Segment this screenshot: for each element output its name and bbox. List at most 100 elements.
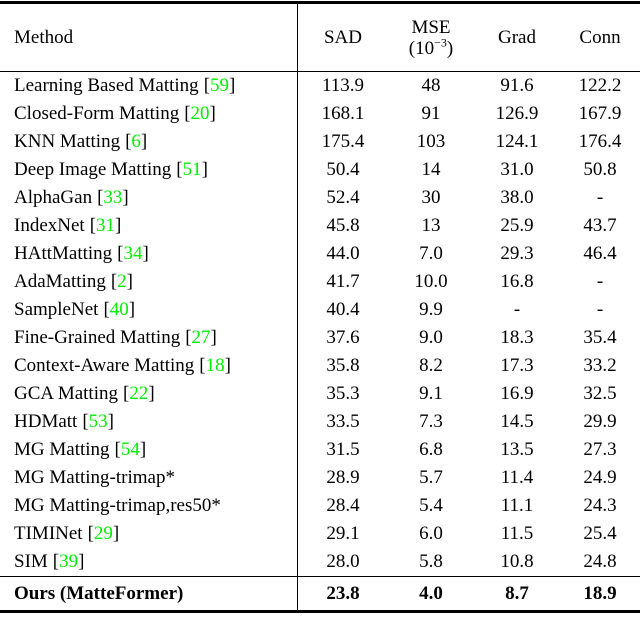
citation-link[interactable]: [53] xyxy=(82,411,114,433)
bracket-open: [ xyxy=(185,327,192,348)
grad-value: 17.3 xyxy=(500,355,534,376)
table-row: Context-Aware Matting [18] 35.8 8.2 17.3… xyxy=(0,352,640,380)
method-cell: MG Matting-trimap* [] xyxy=(0,464,298,492)
ours-conn-value: 18.9 xyxy=(583,582,617,604)
bracket-close: ] xyxy=(115,215,122,236)
sad-value: 113.9 xyxy=(321,75,365,96)
citation-link[interactable]: [22] xyxy=(123,383,155,405)
citation-link[interactable]: [54] xyxy=(115,439,147,461)
method-cell: SampleNet [40] xyxy=(0,296,298,324)
mse-value: 103 xyxy=(416,131,446,152)
mse-unit-pre: (10 xyxy=(408,37,435,59)
col-header-sad-label: SAD xyxy=(323,26,362,48)
col-header-conn-label: Conn xyxy=(579,26,621,48)
method-name: AlphaGan xyxy=(14,187,93,208)
grad-value: 124.1 xyxy=(495,131,539,152)
bracket-open: [ xyxy=(114,439,121,460)
bracket-close: ] xyxy=(209,103,216,124)
mse-value: 48 xyxy=(421,75,441,96)
method-cell: Deep Image Matting [51] xyxy=(0,156,298,184)
grad-value: 91.6 xyxy=(500,75,534,96)
ours-mse-value: 4.0 xyxy=(419,582,443,604)
method-cell: HDMatt [53] xyxy=(0,408,298,436)
bracket-open: [ xyxy=(87,523,94,544)
method-name: IndexNet xyxy=(14,215,85,236)
citation-link[interactable]: [40] xyxy=(103,299,135,321)
mse-value: 30 xyxy=(421,187,441,208)
sad-value: 168.1 xyxy=(321,103,365,124)
table-row: SIM [39] 28.0 5.8 10.8 24.8 xyxy=(0,548,640,576)
method-cell: AlphaGan [33] xyxy=(0,184,298,212)
citation-link[interactable]: [31] xyxy=(90,215,122,237)
citation-link[interactable]: [51] xyxy=(176,159,208,181)
mse-value: 9.0 xyxy=(419,327,443,348)
bracket-close: ] xyxy=(140,131,148,152)
bracket-open: [ xyxy=(125,131,132,152)
sad-value: 52.4 xyxy=(326,187,360,208)
col-header-grad: Grad xyxy=(474,4,560,71)
bracket-open: [ xyxy=(184,103,191,124)
citation-link[interactable]: [39] xyxy=(53,551,85,573)
method-cell: AdaMatting [2] xyxy=(0,268,298,296)
method-name: Context-Aware Matting xyxy=(14,355,195,376)
table-body: Learning Based Matting [59] 113.9 48 91.… xyxy=(0,72,640,576)
method-cell: Closed-Form Matting [20] xyxy=(0,100,298,128)
bracket-open: [ xyxy=(110,271,118,292)
bracket-close: ] xyxy=(107,411,114,432)
method-name: SIM xyxy=(14,551,48,572)
method-name: MG Matting xyxy=(14,439,110,460)
citation-link[interactable]: [34] xyxy=(117,243,149,265)
citation-link[interactable]: [33] xyxy=(97,187,129,209)
bracket-open: [ xyxy=(52,551,60,572)
grad-value: 16.9 xyxy=(500,383,534,404)
sad-value: 35.8 xyxy=(326,355,360,376)
table-row: Fine-Grained Matting [27] 37.6 9.0 18.3 … xyxy=(0,324,640,352)
citation-number: 29 xyxy=(93,523,113,544)
sad-value: 28.9 xyxy=(326,467,360,488)
sad-value: 31.5 xyxy=(326,439,360,460)
conn-value: - xyxy=(596,271,604,292)
method-cell: GCA Matting [22] xyxy=(0,380,298,408)
conn-value: 167.9 xyxy=(578,103,622,124)
conn-value: - xyxy=(596,187,604,208)
citation-number: 53 xyxy=(88,411,108,432)
col-header-mse: MSE (10−3) xyxy=(388,4,474,71)
bracket-open: [ xyxy=(103,299,110,320)
method-name: Deep Image Matting xyxy=(14,159,172,180)
method-name: Closed-Form Matting xyxy=(14,103,180,124)
citation-link[interactable]: [29] xyxy=(88,523,120,545)
table-row: Learning Based Matting [59] 113.9 48 91.… xyxy=(0,72,640,100)
bracket-close: ] xyxy=(139,439,147,460)
ours-sad-value: 23.8 xyxy=(326,582,360,604)
citation-link[interactable]: [59] xyxy=(204,75,236,97)
conn-value: 122.2 xyxy=(578,75,622,96)
sad-value: 40.4 xyxy=(326,299,360,320)
citation-link[interactable]: [18] xyxy=(199,355,231,377)
sad-value: 28.0 xyxy=(326,551,360,572)
table-row: MG Matting [54] 31.5 6.8 13.5 27.3 xyxy=(0,436,640,464)
conn-value: 33.2 xyxy=(583,355,617,376)
table-row: TIMINet [29] 29.1 6.0 11.5 25.4 xyxy=(0,520,640,548)
sad-value: 45.8 xyxy=(326,215,360,236)
table-header-row: Method SAD MSE (10−3) Grad Conn xyxy=(0,4,640,72)
conn-value: 43.7 xyxy=(583,215,617,236)
conn-value: 29.9 xyxy=(583,411,617,432)
citation-link[interactable]: [2] xyxy=(111,271,133,293)
grad-value: - xyxy=(513,299,521,320)
method-name: HAttMatting xyxy=(14,243,113,264)
mse-value: 14 xyxy=(421,159,441,180)
conn-value: 24.9 xyxy=(583,467,617,488)
citation-link[interactable]: [27] xyxy=(185,327,217,349)
citation-link[interactable]: [20] xyxy=(184,103,216,125)
mse-value: 5.4 xyxy=(419,495,443,516)
citation-number: 31 xyxy=(96,215,116,236)
conn-value: 176.4 xyxy=(578,131,622,152)
conn-value: - xyxy=(596,299,604,320)
citation-link[interactable]: [6] xyxy=(125,131,147,153)
method-name: KNN Matting xyxy=(14,131,121,152)
bracket-close: ] xyxy=(142,243,149,264)
table-row: MG Matting-trimap* [] 28.9 5.7 11.4 24.9 xyxy=(0,464,640,492)
bracket-close: ] xyxy=(229,75,236,96)
bracket-close: ] xyxy=(224,355,231,376)
method-name: MG Matting-trimap* xyxy=(14,467,175,488)
